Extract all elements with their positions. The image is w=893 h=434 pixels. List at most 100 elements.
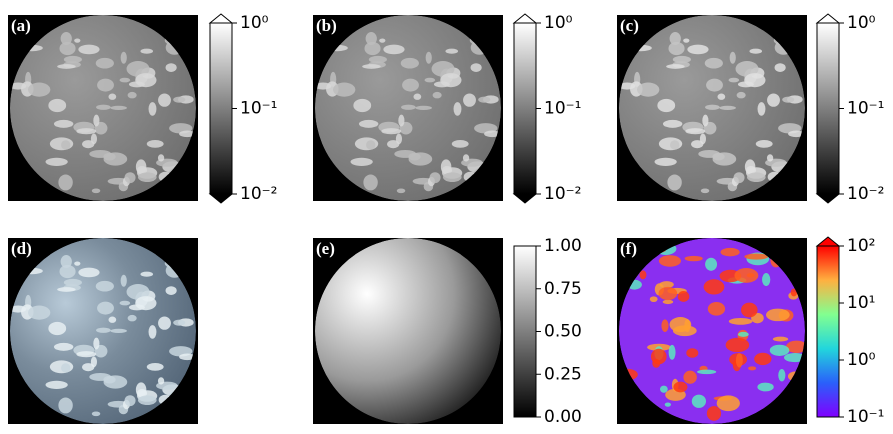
image-patch xyxy=(705,105,720,110)
image-patch xyxy=(61,140,70,149)
image-patch xyxy=(96,58,114,69)
image-patch xyxy=(121,275,127,287)
image-patch xyxy=(717,395,740,411)
image-patch xyxy=(59,42,75,55)
colorbar-extend-max xyxy=(817,14,839,23)
image-patch xyxy=(454,102,462,116)
image-patch xyxy=(149,102,157,116)
image-patch xyxy=(110,329,127,333)
panel-label: (f) xyxy=(620,239,637,258)
image-patch xyxy=(140,272,153,277)
image-patch xyxy=(409,152,433,165)
image-patch xyxy=(46,381,68,389)
image-patch xyxy=(64,279,82,286)
panel-label: (b) xyxy=(316,16,337,35)
tick-label: 0.25 xyxy=(544,364,582,384)
image-patch xyxy=(452,140,469,148)
colorbar-extend-min xyxy=(210,194,232,203)
image-patch xyxy=(401,105,416,110)
image-patch xyxy=(659,287,678,300)
image-patch xyxy=(397,188,405,193)
image xyxy=(315,15,501,201)
image-patch xyxy=(92,411,100,416)
tick-label: 0.75 xyxy=(544,279,582,299)
image-patch xyxy=(748,366,756,370)
image-patch xyxy=(381,128,401,134)
image-patch xyxy=(125,395,136,406)
panel-label: (c) xyxy=(620,16,639,35)
tick-label: 10⁰ xyxy=(847,13,876,33)
image-patch xyxy=(463,154,469,161)
image-patch xyxy=(657,99,675,112)
colorbar xyxy=(817,246,839,417)
image-patch xyxy=(655,158,677,166)
image xyxy=(315,238,501,424)
image-patch xyxy=(471,63,482,72)
image-patch xyxy=(158,93,171,106)
image-patch xyxy=(463,93,476,106)
tick-label: 10⁰ xyxy=(240,13,269,33)
image-patch xyxy=(140,49,153,54)
image-patch xyxy=(93,115,99,127)
image-patch xyxy=(82,363,94,371)
tick-label: 10² xyxy=(847,236,875,256)
image-patch xyxy=(415,106,432,110)
image-patch xyxy=(734,172,745,183)
image-patch xyxy=(757,383,773,392)
image-patch xyxy=(773,337,788,342)
colorbar xyxy=(817,23,839,194)
image-patch xyxy=(691,140,703,148)
image-patch xyxy=(736,353,743,367)
image-patch xyxy=(57,64,76,69)
colorbar-extend-max xyxy=(514,14,536,23)
image-patch xyxy=(770,345,790,356)
image-patch xyxy=(135,296,156,310)
image-patch xyxy=(173,320,185,326)
colorbar-extend-max xyxy=(210,14,232,23)
image-patch xyxy=(351,158,373,166)
image-patch xyxy=(697,370,716,375)
image-patch xyxy=(149,325,157,339)
image-patch xyxy=(147,140,164,148)
image-patch xyxy=(426,52,432,64)
image-patch xyxy=(158,316,171,329)
image-patch xyxy=(48,322,66,335)
image-patch xyxy=(663,300,674,304)
image-patch xyxy=(756,140,773,148)
image-patch xyxy=(110,106,127,110)
image-patch xyxy=(687,45,708,55)
image-patch xyxy=(383,45,404,55)
image-patch xyxy=(54,343,73,351)
image xyxy=(10,238,196,424)
image-patch xyxy=(637,83,659,97)
panel: (f)10²10¹10⁰10⁻¹ xyxy=(616,236,884,427)
colorbar-extend-max xyxy=(817,237,839,246)
image-patch xyxy=(478,97,490,103)
tick-label: 10⁻² xyxy=(544,184,581,204)
image-patch xyxy=(706,79,723,92)
image-patch xyxy=(364,42,380,55)
image-patch xyxy=(683,39,689,43)
image-patch xyxy=(705,58,723,69)
image-patch xyxy=(670,317,692,332)
image-patch xyxy=(425,78,436,83)
image-patch xyxy=(64,56,82,63)
tick-label: 0.00 xyxy=(544,407,582,427)
image-patch xyxy=(108,317,116,323)
image-patch xyxy=(445,49,458,54)
image-patch xyxy=(97,302,114,315)
image-patch xyxy=(104,375,128,388)
image-patch xyxy=(28,306,50,320)
image-patch xyxy=(726,338,750,352)
panel-label: (a) xyxy=(11,16,31,35)
image-patch xyxy=(135,73,156,87)
image-patch xyxy=(97,79,114,92)
image-patch xyxy=(121,52,127,64)
image-patch xyxy=(28,83,50,97)
image-patch xyxy=(673,56,691,63)
image-patch xyxy=(128,92,137,99)
tick-label: 10⁻² xyxy=(240,184,277,204)
image-patch xyxy=(741,303,758,318)
tick-label: 10⁻¹ xyxy=(847,407,884,427)
image-patch xyxy=(48,99,66,112)
